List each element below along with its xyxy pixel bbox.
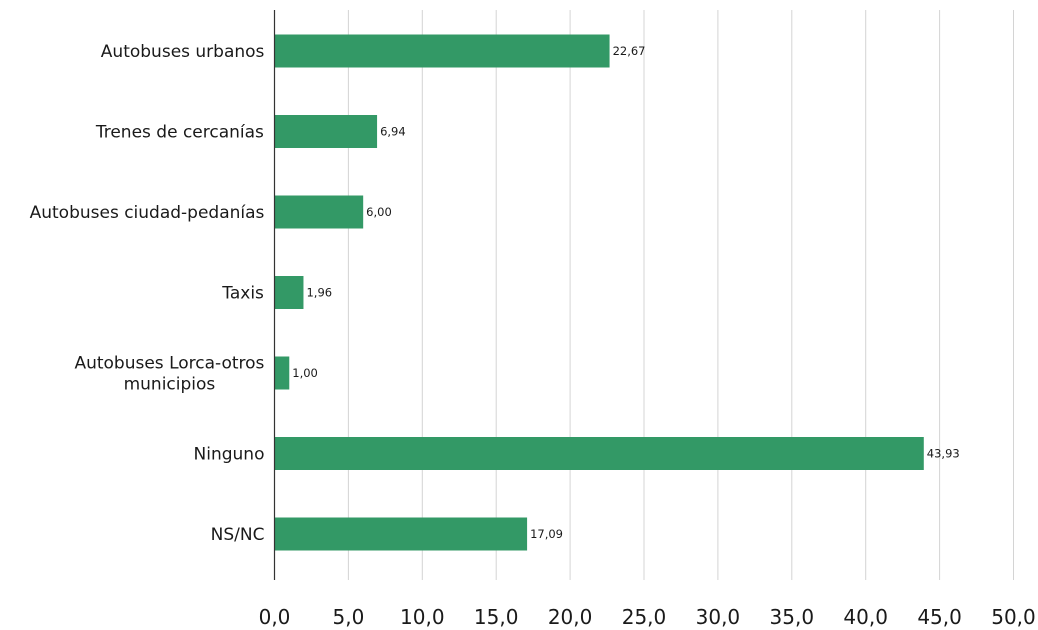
x-tick-label-4: 20,0 — [548, 605, 593, 629]
data-label-3: 1,96 — [306, 286, 332, 300]
category-labels: Autobuses urbanos Trenes de cercanías Auto… — [30, 42, 265, 545]
x-tick-label-0: 0,0 — [259, 605, 291, 629]
bar-5 — [274, 437, 924, 470]
x-tick-label-7: 35,0 — [770, 605, 815, 629]
bar-2 — [274, 195, 364, 229]
bar-0 — [274, 34, 610, 68]
bar-4 — [274, 356, 290, 390]
x-tick-label-5: 25,0 — [622, 605, 667, 629]
x-tick-label-1: 5,0 — [332, 605, 364, 629]
grid-lines — [347, 10, 1014, 580]
data-label-5: 43,93 — [927, 447, 960, 461]
data-label-6: 17,09 — [530, 527, 563, 541]
bar-6 — [274, 517, 528, 551]
data-label-1: 6,94 — [380, 125, 406, 139]
x-tick-label-2: 10,0 — [400, 605, 445, 629]
data-label-0: 22,67 — [613, 44, 646, 58]
data-label-2: 6,00 — [366, 205, 392, 219]
category-label-0: Autobuses urbanos — [101, 42, 265, 62]
x-tick-label-10: 50,0 — [991, 605, 1036, 629]
bars — [274, 34, 924, 551]
x-tick-labels: 0,0 5,0 10,0 15,0 20,0 25,0 30,0 35,0 40,0 45,0 50… — [259, 605, 1036, 629]
category-label-4: Autobuses Lorca-otros municipios — [74, 354, 264, 395]
x-tick-label-8: 40,0 — [843, 605, 888, 629]
x-tick-label-9: 45,0 — [917, 605, 962, 629]
category-label-2: Autobuses ciudad-pedanías — [30, 203, 265, 223]
bar-3 — [274, 276, 304, 309]
x-tick-label-6: 30,0 — [696, 605, 741, 629]
category-label-1: Trenes de cercanías — [95, 123, 264, 143]
category-label-5: Ninguno — [194, 445, 265, 465]
category-label-3: Taxis — [221, 284, 264, 304]
x-tick-label-3: 15,0 — [474, 605, 519, 629]
data-labels: 22,67 6,94 6,00 1,96 1,00 43,93 17,09 — [292, 44, 959, 541]
data-label-4: 1,00 — [292, 366, 318, 380]
bar-1 — [274, 115, 378, 148]
category-label-6: NS/NC — [211, 525, 265, 545]
